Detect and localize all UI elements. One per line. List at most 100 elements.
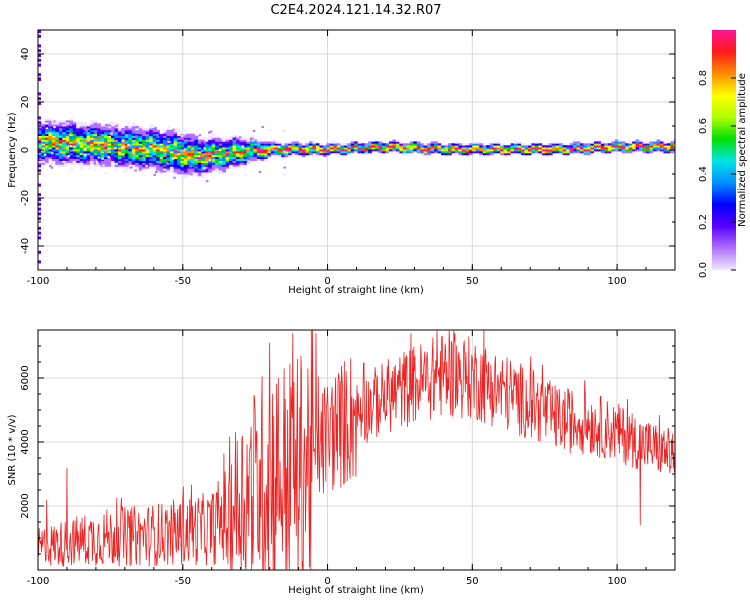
heatmap-cell: [76, 160, 81, 163]
heatmap-cell: [461, 152, 466, 156]
heatmap-cell: [69, 131, 74, 135]
heatmap-cell: [131, 147, 136, 150]
heatmap-cell: [149, 164, 154, 167]
heatmap-cell: [51, 152, 56, 156]
heatmap-cell: [444, 149, 449, 152]
heatmap-cell: [90, 139, 94, 142]
heatmap-cell: [190, 133, 195, 136]
heatmap-cell: [249, 147, 254, 150]
heatmap-cell: [79, 150, 84, 154]
heatmap-cell: [41, 124, 46, 127]
heatmap-cell: [559, 149, 564, 152]
heatmap-cell: [489, 147, 494, 150]
heatmap-cell: [166, 164, 171, 167]
heatmap-cell: [117, 141, 122, 144]
heatmap-cell: [48, 143, 53, 146]
heatmap-speckle: [203, 167, 207, 170]
heatmap-speckle: [172, 128, 175, 131]
heatmap-cell: [176, 145, 181, 148]
heatmap-cell: [138, 160, 143, 163]
heatmap-cell: [62, 143, 67, 146]
heatmap-cell: [180, 175, 185, 179]
heatmap-cell: [256, 139, 261, 142]
heatmap-cell: [392, 149, 397, 152]
heatmap-cell: [458, 143, 463, 146]
heatmap-cell: [110, 145, 115, 148]
heatmap-cell: [104, 156, 108, 160]
heatmap-cell: [110, 149, 115, 152]
heatmap-cell: [413, 150, 418, 154]
heatmap-cell: [305, 147, 310, 150]
heatmap-speckle: [69, 123, 73, 126]
heatmap-cell: [62, 149, 67, 152]
heatmap-cell: [138, 137, 143, 140]
heatmap-cell: [399, 143, 404, 146]
heatmap-cell: [41, 158, 46, 161]
heatmap-cell: [93, 145, 98, 148]
heatmap-cell: [388, 141, 393, 144]
heatmap-cell: [663, 141, 668, 144]
heatmap-cell: [552, 145, 557, 148]
heatmap-cell: [173, 164, 178, 167]
heatmap-cell: [72, 145, 77, 148]
heatmap-cell: [72, 150, 77, 154]
heatmap-cell: [222, 170, 227, 173]
heatmap-cell: [104, 162, 108, 165]
heatmap-cell: [434, 141, 438, 144]
heatmap-cell: [173, 168, 178, 171]
heatmap-cell: [114, 127, 119, 131]
heatmap-cell: [173, 160, 178, 163]
heatmap-cell: [190, 145, 195, 148]
heatmap-cell: [135, 129, 140, 133]
heatmap-cell: [368, 143, 372, 146]
heatmap-cell: [38, 129, 42, 133]
heatmap-cell: [83, 124, 88, 127]
heatmap-cell: [388, 150, 393, 154]
heatmap-cell: [152, 164, 157, 167]
heatmap-cell: [548, 145, 553, 148]
heatmap-cell: [298, 149, 303, 152]
heatmap-cell: [632, 141, 637, 144]
heatmap-cell: [392, 143, 397, 146]
heatmap-cell: [215, 139, 220, 142]
heatmap-cell: [454, 150, 459, 154]
heatmap-cell: [239, 150, 244, 154]
heatmap-cell: [225, 164, 230, 167]
heatmap-cell: [211, 133, 216, 136]
heatmap-cell: [517, 145, 522, 148]
heatmap-cell: [451, 143, 456, 146]
heatmap-cell: [236, 147, 240, 150]
heatmap-cell: [371, 141, 376, 144]
heatmap-cell: [170, 141, 174, 144]
heatmap-cell: [69, 147, 74, 150]
heatmap-cell: [117, 147, 122, 150]
heatmap-cell: [315, 149, 320, 152]
heatmap-cell: [204, 150, 209, 154]
heatmap-cell: [135, 143, 140, 146]
heatmap-cell: [260, 145, 265, 148]
heatmap-cell: [110, 133, 115, 136]
heatmap-cell: [225, 145, 230, 148]
heatmap-speckle: [97, 139, 101, 142]
heatmap-cell: [104, 139, 108, 142]
heatmap-cell: [124, 168, 129, 171]
heatmap-cell: [614, 145, 619, 148]
heatmap-cell: [76, 152, 81, 156]
heatmap-cell: [541, 149, 546, 152]
heatmap-cell: [41, 152, 46, 156]
heatmap-cell: [55, 158, 60, 161]
heatmap-cell: [197, 152, 202, 156]
heatmap-cell: [573, 149, 577, 152]
heatmap-cell: [41, 150, 46, 154]
heatmap-cell: [434, 145, 438, 148]
heatmap-cell: [548, 143, 553, 146]
heatmap-cell: [569, 149, 574, 152]
heatmap-cell: [239, 147, 244, 150]
heatmap-cell: [489, 149, 494, 152]
heatmap-cell: [93, 137, 98, 140]
heatmap-cell: [520, 143, 525, 146]
heatmap-speckle: [167, 126, 170, 129]
heatmap-cell: [347, 145, 352, 148]
heatmap-cell: [229, 135, 233, 138]
heatmap-cell: [90, 162, 94, 165]
